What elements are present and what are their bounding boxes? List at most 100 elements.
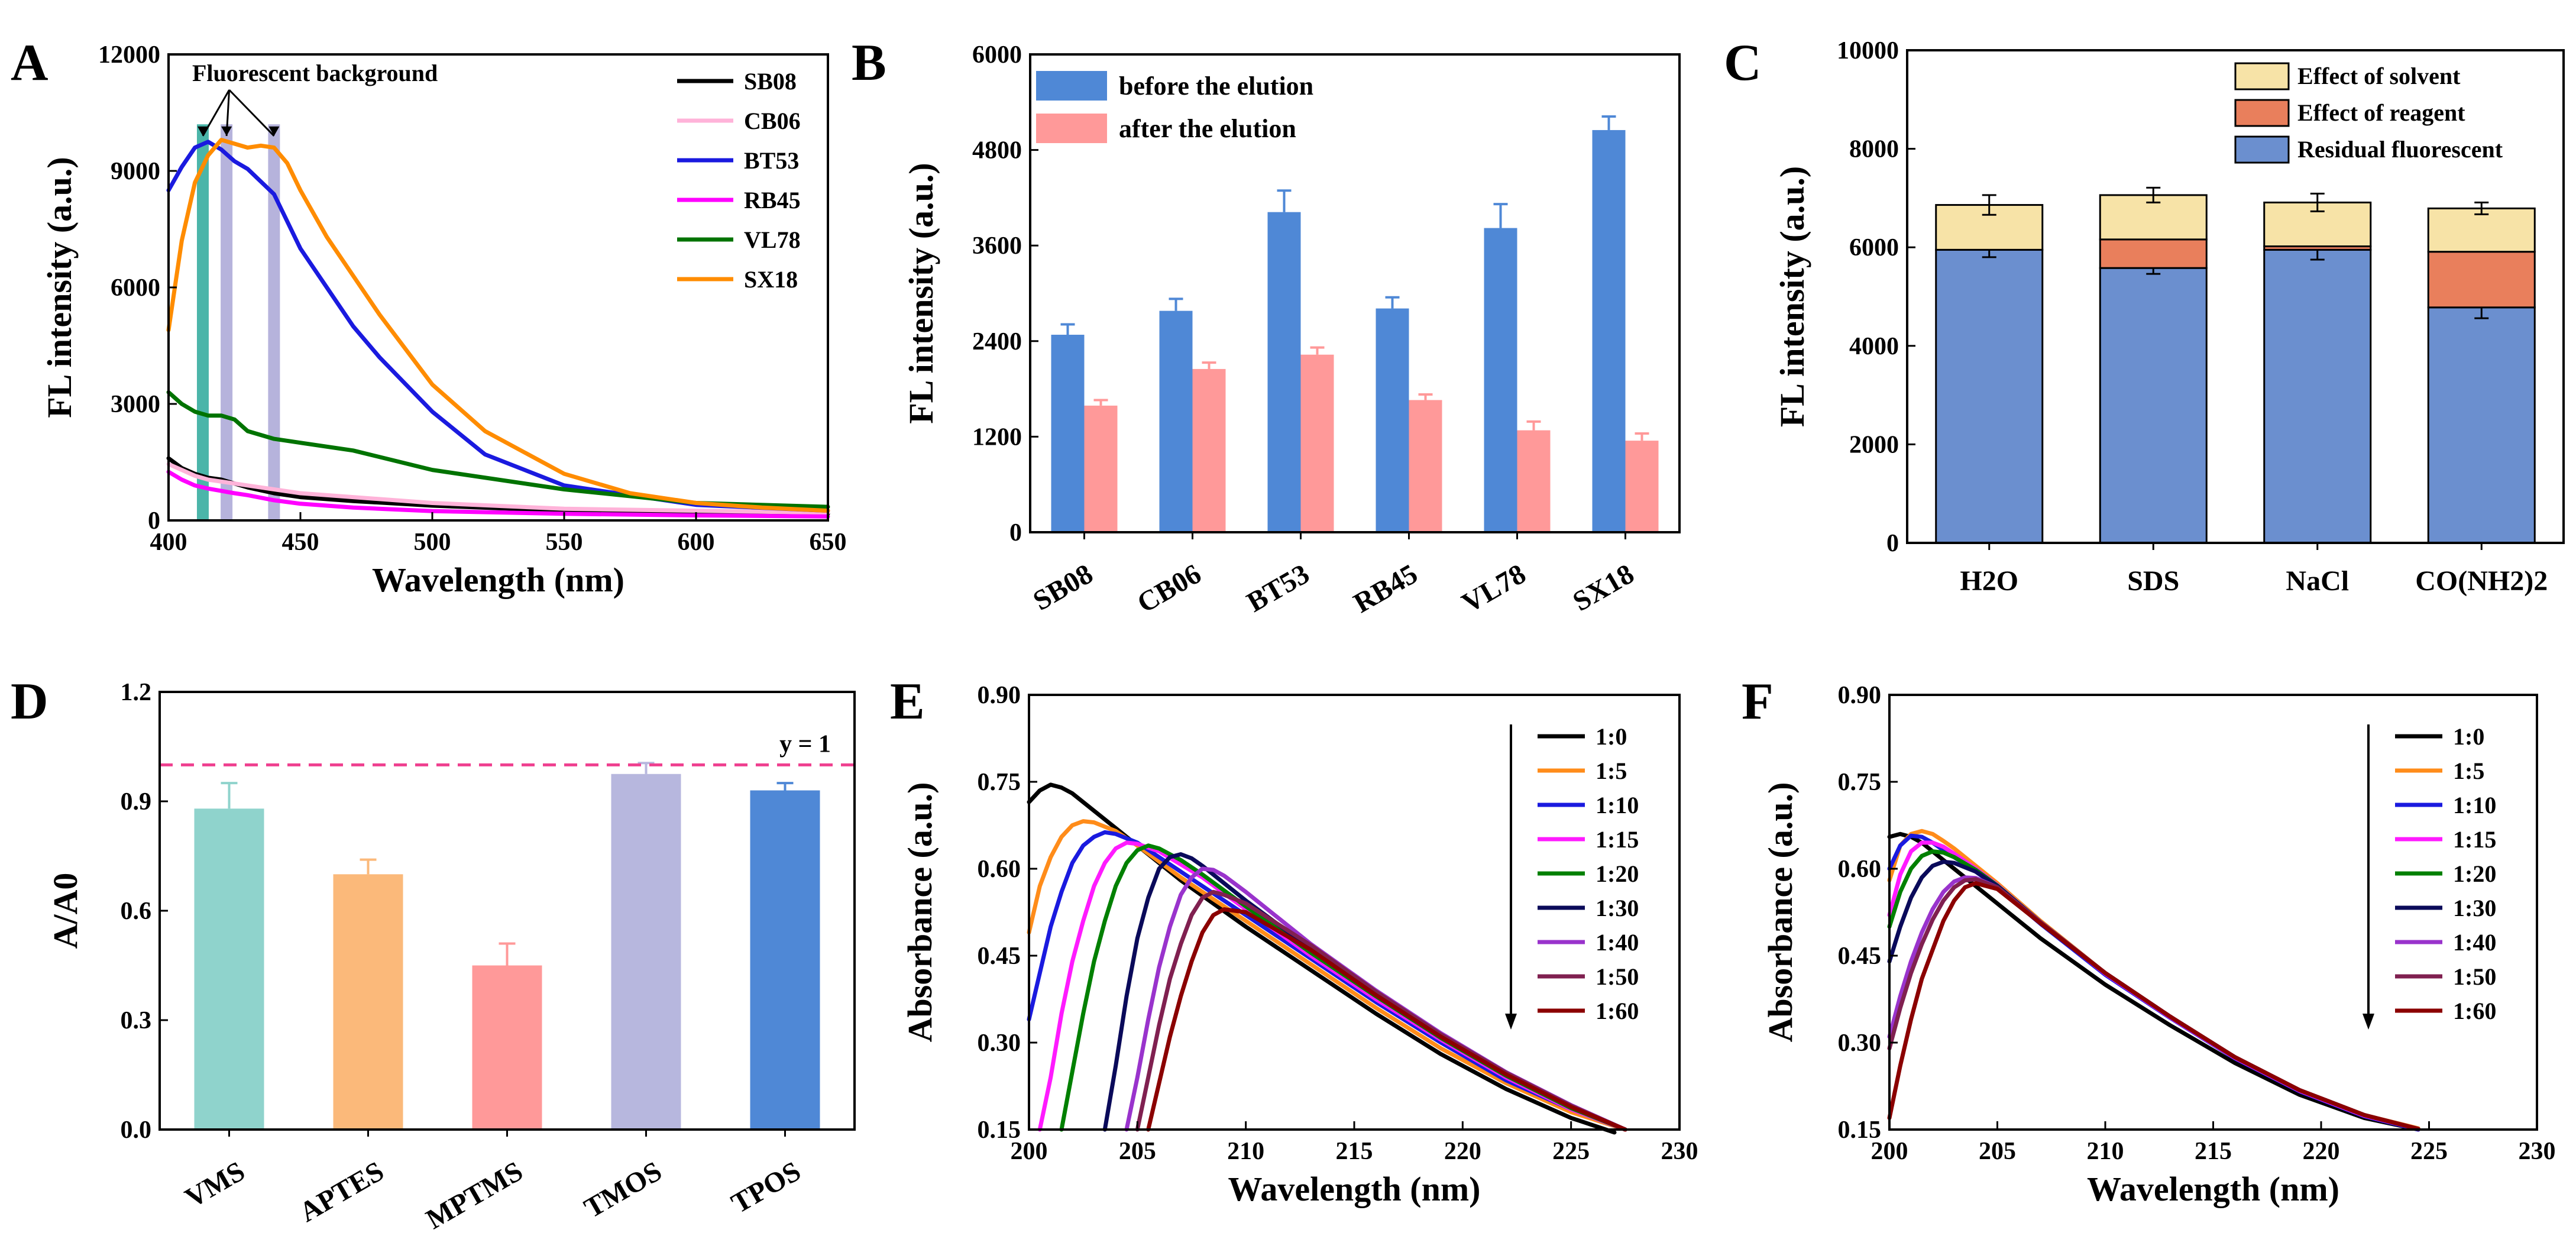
stacked-bar-segment	[2427, 251, 2536, 309]
legend-entry: 1:60	[1596, 998, 1639, 1024]
stacked-bar-segment	[1935, 248, 2044, 544]
y-tick-label: 6000	[1849, 234, 1899, 261]
reference-line-label: y = 1	[779, 730, 831, 758]
y-axis-label: Absorbance (a.u.)	[1761, 782, 1800, 1043]
x-tick-label: 200	[1011, 1138, 1048, 1165]
plot-frame	[1029, 53, 1681, 533]
y-tick-label: 0.3	[121, 1007, 152, 1034]
stacked-bar-segment	[2427, 207, 2536, 253]
x-axis-label: Wavelength (nm)	[372, 561, 624, 599]
y-tick-label: 2000	[1849, 431, 1899, 458]
legend-entry: 1:10	[2453, 792, 2496, 818]
panel-label: D	[11, 673, 48, 730]
x-category-label: BT53	[1241, 558, 1315, 619]
legend-entry: BT53	[744, 147, 799, 174]
legend-entry: Residual fluorescent	[2297, 136, 2503, 163]
x-tick-label: 205	[1119, 1138, 1156, 1165]
y-tick-label: 6000	[111, 274, 160, 302]
bar	[472, 965, 542, 1130]
stacked-bar-segment	[2099, 267, 2208, 544]
y-axis-label: Absorbance (a.u.)	[901, 782, 939, 1043]
y-tick-label: 0.0	[121, 1117, 152, 1144]
legend-entry: Effect of solvent	[2297, 63, 2461, 89]
x-category-label: TMOS	[579, 1156, 667, 1225]
x-tick-label: 215	[1336, 1138, 1373, 1165]
panel-label: A	[11, 34, 48, 92]
x-category-label: CO(NH2)2	[2415, 565, 2548, 597]
legend-entry: 1:40	[2453, 929, 2496, 956]
legend-entry: 1:5	[2453, 758, 2484, 784]
x-category-label: H2O	[1960, 565, 2018, 597]
series-line-1-60	[1146, 907, 1627, 1132]
legend-entry: 1:10	[1596, 792, 1639, 818]
arrow-head	[197, 126, 208, 136]
y-tick-label: 0.15	[978, 1117, 1021, 1144]
arrow-head	[221, 126, 232, 136]
annotation-text: Fluorescent background	[192, 60, 438, 86]
x-axis-label: Wavelength (nm)	[1228, 1170, 1481, 1208]
legend-entry: 1:30	[1596, 895, 1639, 921]
x-tick-label: 400	[150, 529, 187, 556]
legend-entry: Effect of reagent	[2297, 99, 2465, 126]
bar	[1517, 430, 1551, 532]
bar	[333, 874, 403, 1130]
bar	[1159, 310, 1193, 532]
y-tick-label: 0.30	[978, 1030, 1021, 1057]
panel-F: F 0.15 0.30 0.45 0.60 0.75 0.90 200 205 210 215 220…	[1742, 673, 2556, 1208]
legend-entry: after the elution	[1119, 114, 1296, 143]
plot-frame	[167, 53, 829, 522]
y-tick-label: 0.6	[121, 898, 152, 925]
y-tick-label: 3000	[111, 391, 160, 418]
x-tick-label: 650	[810, 529, 847, 556]
bar	[750, 790, 820, 1130]
x-tick-label: 550	[546, 529, 583, 556]
bar	[611, 774, 681, 1130]
x-category-label: RB45	[1348, 558, 1423, 619]
series-line-BT53	[166, 140, 830, 513]
panel-A: A 0 3000 6000 9000 12000 400 450 500 550 600 650 Wav…	[11, 34, 847, 599]
x-category-label: SX18	[1568, 558, 1639, 618]
panel-C: C H2O SDS NaCl CO(NH2)2 0 2000 4000 6000 8000 1000…	[1724, 34, 2565, 597]
legend-swatch	[2234, 135, 2290, 164]
panel-E: E 0.15 0.30 0.45 0.60 0.75 0.90 200 205 210 215 220…	[890, 673, 1698, 1208]
x-axis-label: Wavelength (nm)	[2087, 1170, 2339, 1208]
y-axis-label: FL intensity (a.u.)	[40, 157, 79, 418]
annotation-arrow	[228, 89, 275, 137]
y-tick-label: 0.60	[1838, 856, 1882, 883]
arrow-head	[2363, 1014, 2374, 1030]
y-tick-label: 1200	[972, 423, 1022, 451]
x-tick-label: 215	[2195, 1138, 2232, 1165]
x-category-label: VL78	[1457, 558, 1531, 619]
panel-label: E	[890, 673, 925, 730]
bar	[1051, 335, 1085, 532]
highlight-band	[268, 124, 280, 520]
series-line-CB06	[166, 462, 830, 515]
bar	[194, 808, 264, 1130]
panel-label: B	[852, 34, 886, 92]
bar	[1267, 212, 1301, 532]
y-tick-label: 1.2	[121, 679, 152, 706]
y-tick-label: 12000	[98, 41, 160, 69]
legend-entry: 1:5	[1596, 758, 1627, 784]
y-axis-label: FL intensity (a.u.)	[1773, 166, 1811, 428]
panel-label: F	[1742, 673, 1774, 730]
x-category-label: CB06	[1132, 558, 1206, 619]
legend-entry: 1:0	[2453, 723, 2484, 750]
series-line-1-10	[1027, 830, 1627, 1132]
x-tick-label: 220	[2303, 1138, 2340, 1165]
highlight-band	[221, 124, 233, 520]
legend-swatch	[1036, 114, 1107, 143]
x-category-label: TPOS	[726, 1156, 806, 1220]
legend-entry: 1:0	[1596, 723, 1627, 750]
y-tick-label: 9000	[111, 158, 160, 185]
x-tick-label: 220	[1444, 1138, 1481, 1165]
panel-label: C	[1724, 34, 1762, 92]
bar	[1084, 405, 1118, 532]
series-line-1-0	[1887, 831, 2420, 1132]
legend-entry: 1:20	[2453, 860, 2496, 887]
x-category-label: APTES	[295, 1156, 389, 1228]
y-axis-label: FL intensity (a.u.)	[902, 163, 940, 424]
series-line-VL78	[166, 390, 830, 509]
plot-frame	[1028, 694, 1681, 1131]
